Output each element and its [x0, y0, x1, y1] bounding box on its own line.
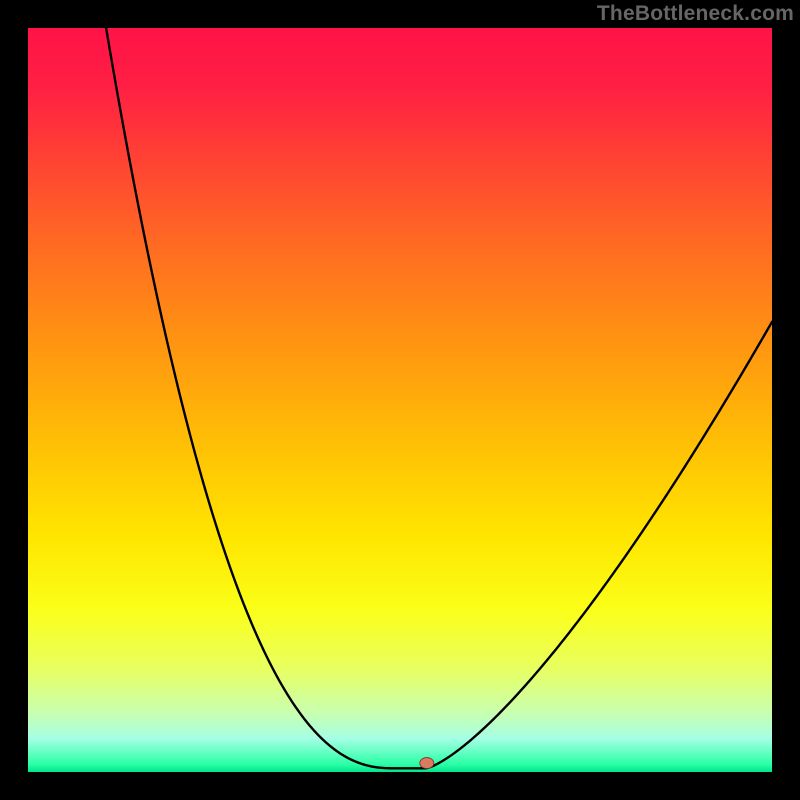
- chart-background-gradient: [28, 28, 772, 772]
- watermark-text: TheBottleneck.com: [597, 2, 794, 26]
- chart-container: TheBottleneck.com: [0, 0, 800, 800]
